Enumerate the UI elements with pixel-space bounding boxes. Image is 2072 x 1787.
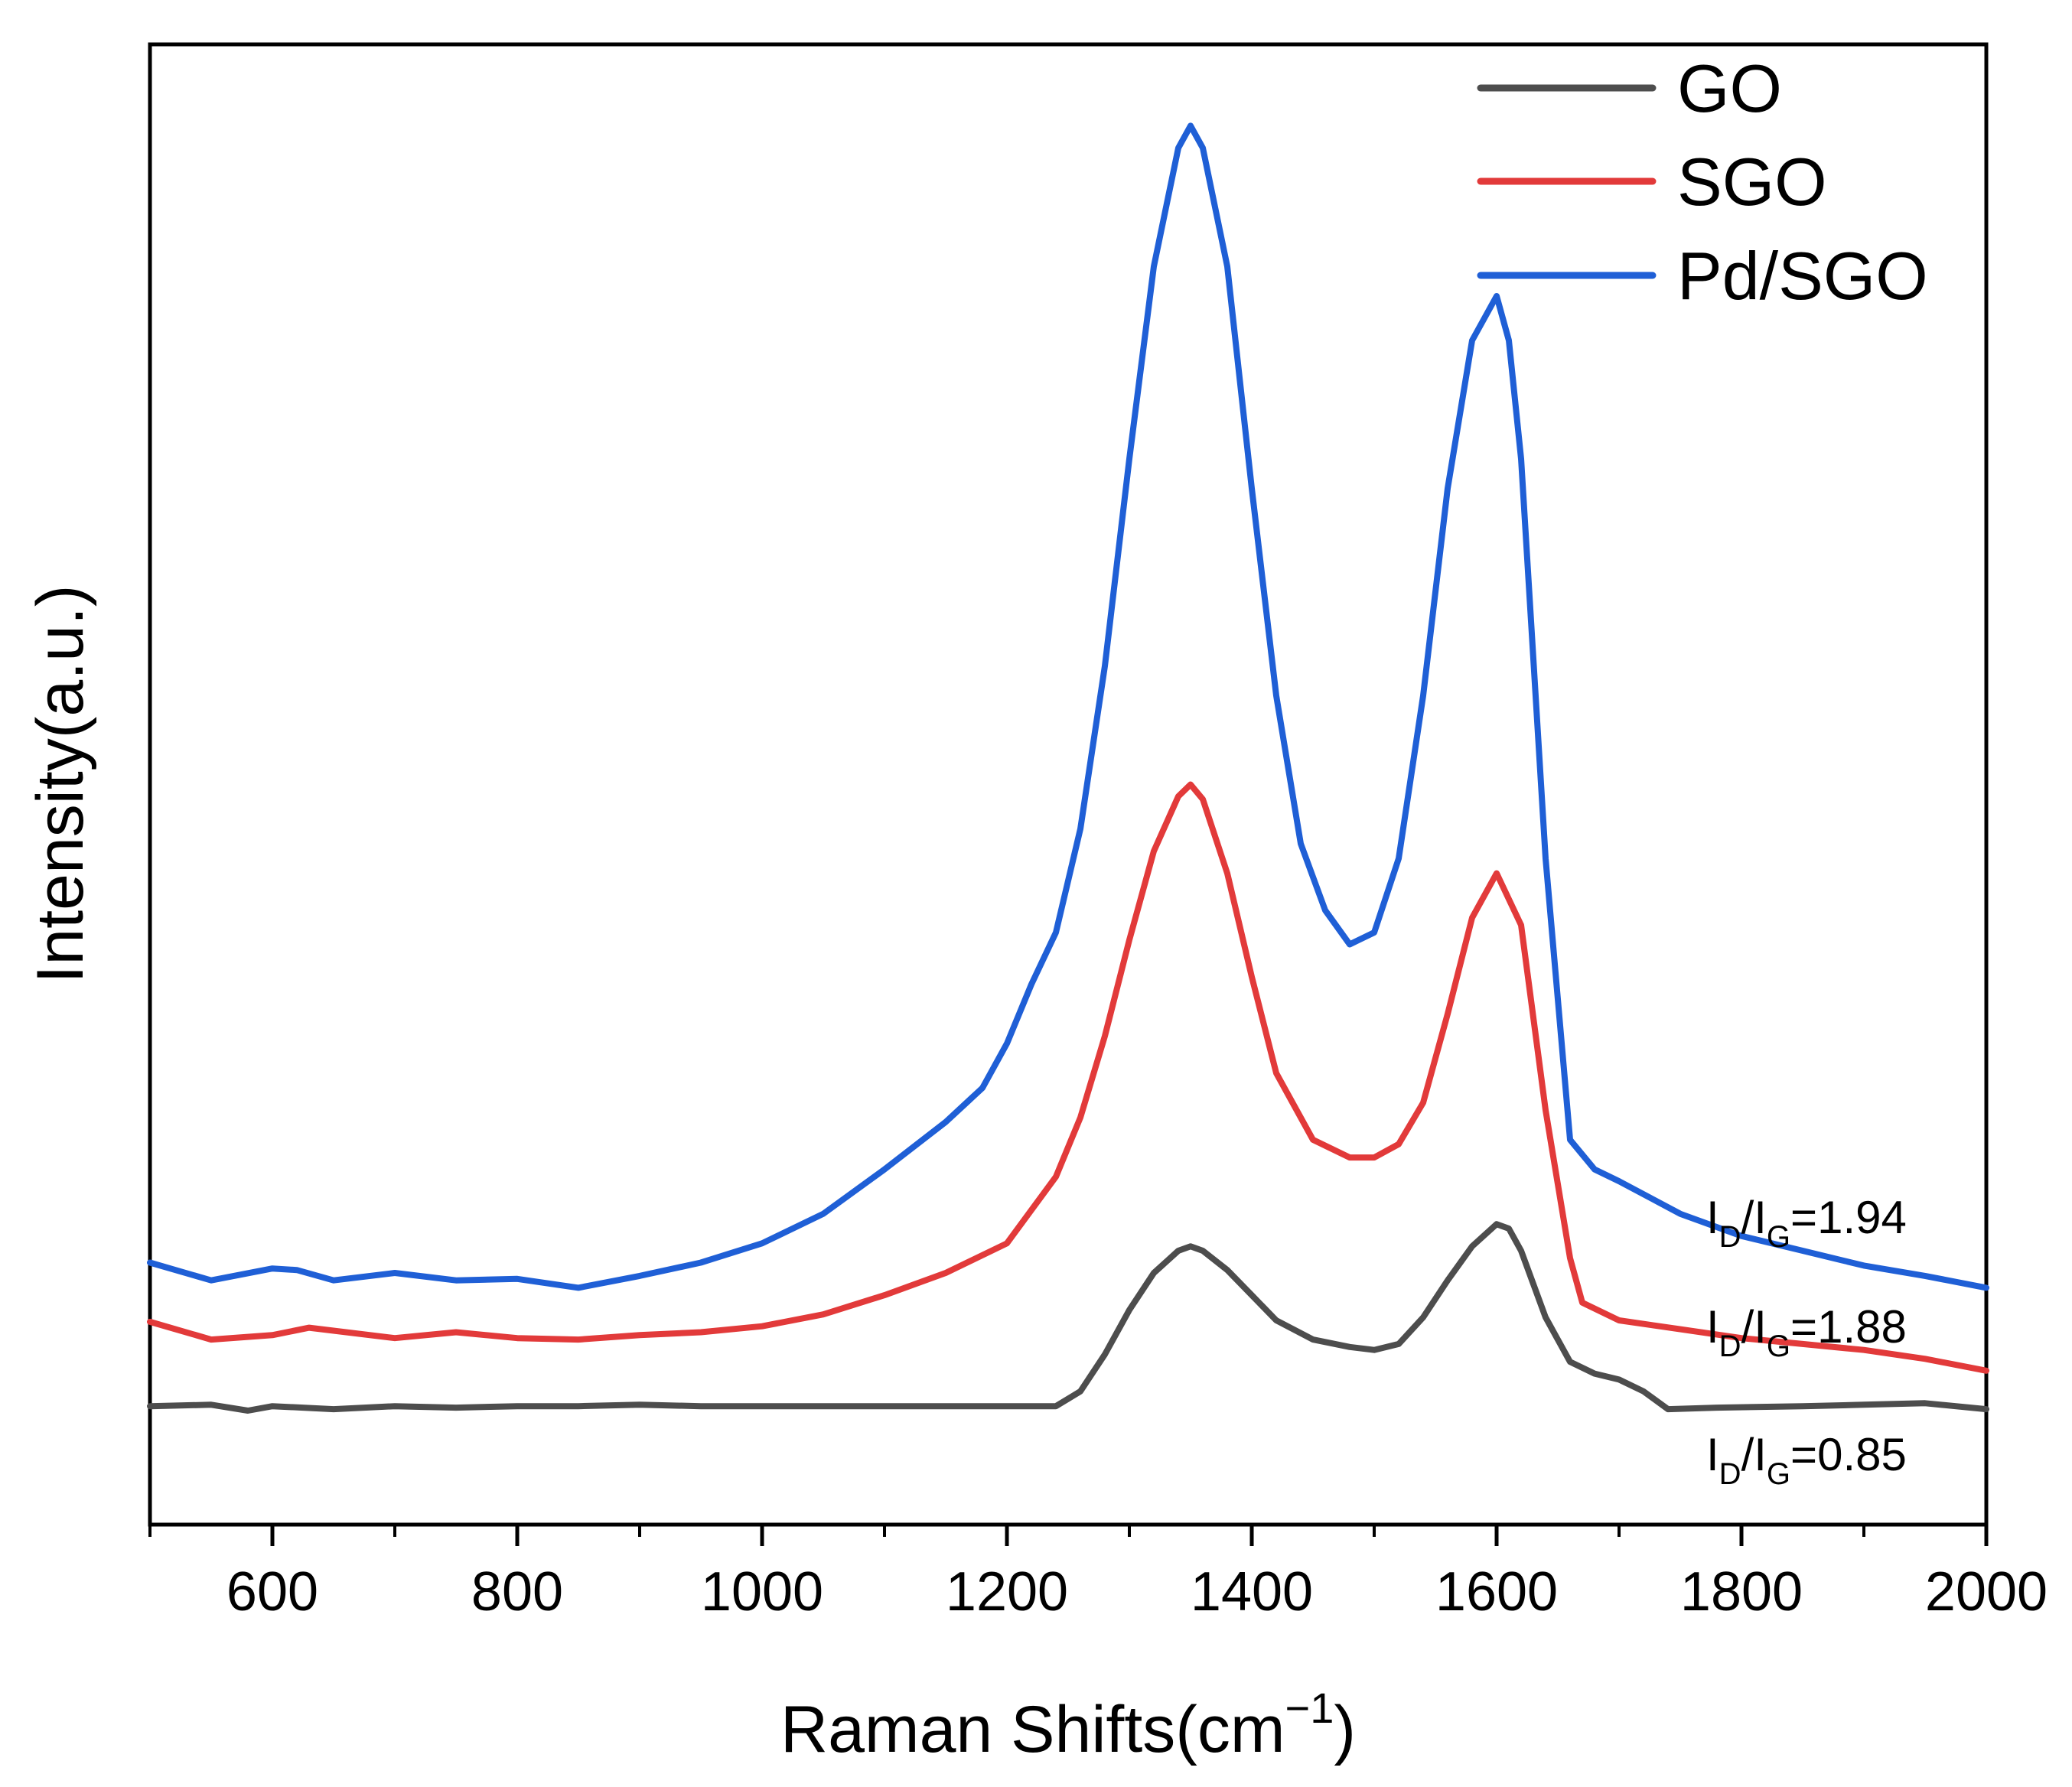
ratio-part: I xyxy=(1754,1192,1767,1243)
ratio-part: G xyxy=(1767,1220,1790,1254)
x-tick-label: 800 xyxy=(471,1561,563,1623)
series-layer xyxy=(147,122,1989,1414)
id-ig-ratio-label: ID/IG=1.88 xyxy=(1706,1301,1907,1363)
x-tick-label: 1800 xyxy=(1680,1561,1803,1623)
ratio-part: D xyxy=(1719,1220,1741,1254)
ratio-part: D xyxy=(1719,1457,1741,1491)
id-ig-ratio-label: ID/IG=0.85 xyxy=(1706,1429,1907,1491)
legend-label: Pd/SGO xyxy=(1677,238,1928,314)
x-tick-label: 1400 xyxy=(1191,1561,1313,1623)
x-tick-label: 1000 xyxy=(701,1561,823,1623)
ratio-part: I xyxy=(1706,1429,1719,1480)
x-axis-title-superscript: −1 xyxy=(1285,1684,1334,1732)
x-axis-ticks: 600 800 1000 1200 1400 1600 1800 2000 xyxy=(148,1525,2048,1623)
ratio-part: D xyxy=(1719,1330,1741,1363)
ratio-part: G xyxy=(1767,1457,1790,1491)
x-tick-label: 1600 xyxy=(1435,1561,1558,1623)
ratio-part: I xyxy=(1706,1192,1719,1243)
ratio-part: I xyxy=(1706,1301,1719,1352)
x-axis-title-close: ) xyxy=(1334,1693,1356,1766)
x-tick-label: 1200 xyxy=(946,1561,1068,1623)
ratio-part: I xyxy=(1754,1429,1767,1480)
legend-label: GO xyxy=(1677,50,1782,126)
ratio-part: / xyxy=(1741,1301,1754,1352)
ratio-part: / xyxy=(1741,1192,1754,1243)
ratio-part: I xyxy=(1754,1301,1767,1352)
ratio-part: =1.88 xyxy=(1790,1301,1907,1352)
legend-label: SGO xyxy=(1677,144,1827,220)
x-axis-title: Raman Shifts(cm−1) xyxy=(780,1684,1356,1766)
x-axis-title-text: Raman Shifts(cm xyxy=(780,1693,1285,1766)
ratio-part: =0.85 xyxy=(1790,1429,1907,1480)
id-ig-ratio-label: ID/IG=1.94 xyxy=(1706,1192,1907,1254)
ratio-part: / xyxy=(1741,1429,1754,1480)
ratio-part: =1.94 xyxy=(1790,1192,1907,1243)
x-tick-label: 600 xyxy=(226,1561,318,1623)
x-tick-label: 2000 xyxy=(1925,1561,2048,1623)
y-axis-title: Intensity(a.u.) xyxy=(24,585,97,984)
series-line-sgo xyxy=(147,781,1989,1374)
legend: GO SGO Pd/SGO xyxy=(1477,50,1928,314)
plot-frame xyxy=(148,42,1989,1527)
ratio-part: G xyxy=(1767,1330,1790,1363)
series-line-go xyxy=(147,1221,1989,1414)
series-line-pd-sgo xyxy=(147,122,1989,1291)
